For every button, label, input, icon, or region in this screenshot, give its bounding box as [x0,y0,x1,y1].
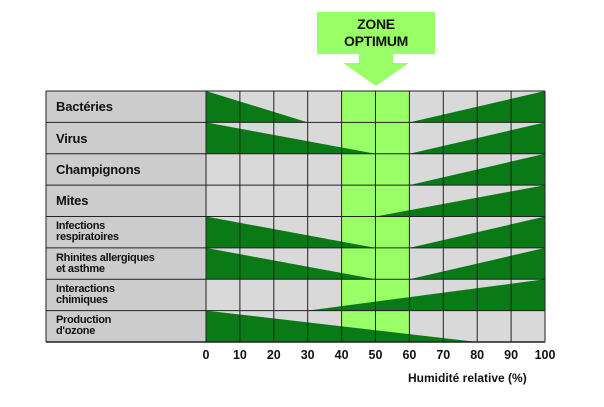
x-tick-label: 80 [470,348,485,362]
x-tick-label: 70 [436,348,451,362]
zone-arrow [343,54,409,86]
zone-optimum-label: ZONE OPTIMUM [317,12,435,54]
x-tick-label: 50 [368,348,383,362]
zone-label-box [317,12,435,54]
x-tick-label: 0 [202,348,210,362]
wedge-row2-1 [206,122,376,154]
row-label-line: Virus [56,130,88,146]
row-label-2: Virus [46,122,204,153]
row-label-5: Infections respiratoires [46,217,204,248]
row-label-6: Rhinites allergiques et asthme [46,248,204,279]
x-tick-label: 90 [504,348,519,362]
row-label-line: d'ozone [56,325,96,338]
row-label-line: respiratoires [56,231,119,244]
wedge-row5-1 [206,216,376,248]
x-axis-label: Humidité relative (%) [408,371,527,385]
row-label-1: Bactéries [46,91,204,122]
x-tick-label: 100 [534,348,556,362]
row-label-4: Mites [46,185,204,216]
row-label-3: Champignons [46,154,204,185]
row-label-line: Mites [56,193,89,209]
row-label-line: chimiques [56,293,108,306]
row-label-line: Production [56,314,112,327]
wedge-row7-1 [307,279,545,311]
wedge-row6-1 [206,247,376,280]
x-tick-label: 60 [402,348,417,362]
row-label-8: Production d'ozone [46,311,204,342]
wedge-row1-1 [206,91,308,123]
row-label-line: Interactions [56,282,115,295]
zone-label-line1: ZONE [357,16,395,32]
row-label-line: et asthme [56,262,105,275]
x-tick-label: 40 [334,348,349,362]
row-label-line: Bactéries [56,99,113,115]
row-label-line: Infections [56,220,105,233]
row-label-line: Rhinites allergiques [56,251,155,264]
x-tick-label: 30 [300,348,315,362]
zone-label-line2: OPTIMUM [343,33,408,49]
x-tick-label: 20 [266,348,281,362]
row-label-7: Interactions chimiques [46,279,204,310]
row-label-line: Champignons [56,161,141,177]
x-tick-label: 10 [232,348,247,362]
wedge-row4-1 [375,185,545,217]
